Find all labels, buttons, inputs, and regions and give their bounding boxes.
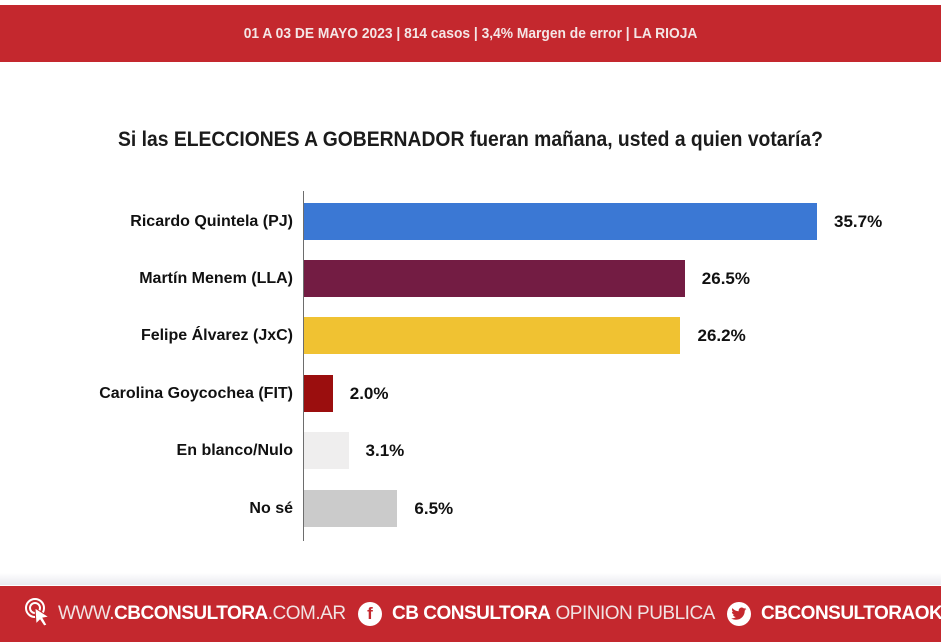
bar-row: Carolina Goycochea (FIT) 2.0% (0, 375, 941, 412)
facebook-brand: CB CONSULTORA (392, 603, 551, 624)
value-label: 6.5% (414, 499, 454, 518)
bar-row: Felipe Álvarez (JxC) 26.2% (0, 317, 941, 354)
cursor-click-icon (24, 597, 52, 632)
twitter-icon (727, 602, 751, 626)
footer-banner: WWW. CBCONSULTORA .COM.AR f CB CONSULTOR… (0, 586, 941, 642)
category-label: En blanco/Nulo (176, 442, 293, 459)
category-label: Felipe Álvarez (JxC) (140, 327, 293, 344)
chart-title: Si las ELECCIONES A GOBERNADOR fueran ma… (118, 128, 823, 151)
bar-row: Ricardo Quintela (PJ) 35.7% (0, 203, 941, 240)
twitter-link[interactable]: CBCONSULTORAOK (727, 586, 941, 642)
bar (304, 317, 681, 354)
bar-row: Martín Menem (LLA) 26.5% (0, 260, 941, 297)
facebook-icon: f (358, 602, 382, 626)
website-prefix: WWW. (58, 603, 115, 624)
survey-info: 01 A 03 DE MAYO 2023 | 814 casos | 3,4% … (243, 25, 698, 42)
category-label: No sé (249, 500, 293, 517)
bar (304, 432, 349, 469)
value-label: 26.2% (697, 326, 746, 345)
facebook-link[interactable]: f CB CONSULTORA OPINION PUBLICA (358, 586, 715, 642)
bar (304, 490, 398, 527)
website-link[interactable]: WWW. CBCONSULTORA .COM.AR (24, 586, 346, 642)
facebook-suffix: OPINION PUBLICA (555, 603, 716, 624)
value-label: 35.7% (834, 212, 883, 231)
bar (304, 203, 817, 240)
website-brand: CBCONSULTORA (114, 603, 268, 624)
bar (304, 260, 685, 297)
bar (304, 375, 333, 412)
y-axis-line (303, 191, 304, 541)
value-label: 26.5% (701, 269, 750, 288)
twitter-handle: CBCONSULTORAOK (761, 603, 941, 624)
category-label: Martín Menem (LLA) (139, 270, 293, 287)
divider-shade (0, 573, 941, 585)
bar-row: En blanco/Nulo 3.1% (0, 432, 941, 469)
bar-row: No sé 6.5% (0, 490, 941, 527)
value-label: 3.1% (365, 441, 405, 460)
header-banner: 01 A 03 DE MAYO 2023 | 814 casos | 3,4% … (0, 5, 941, 62)
value-label: 2.0% (349, 384, 389, 403)
category-label: Carolina Goycochea (FIT) (99, 385, 293, 402)
category-label: Ricardo Quintela (PJ) (130, 213, 293, 230)
website-suffix: .COM.AR (267, 603, 346, 624)
